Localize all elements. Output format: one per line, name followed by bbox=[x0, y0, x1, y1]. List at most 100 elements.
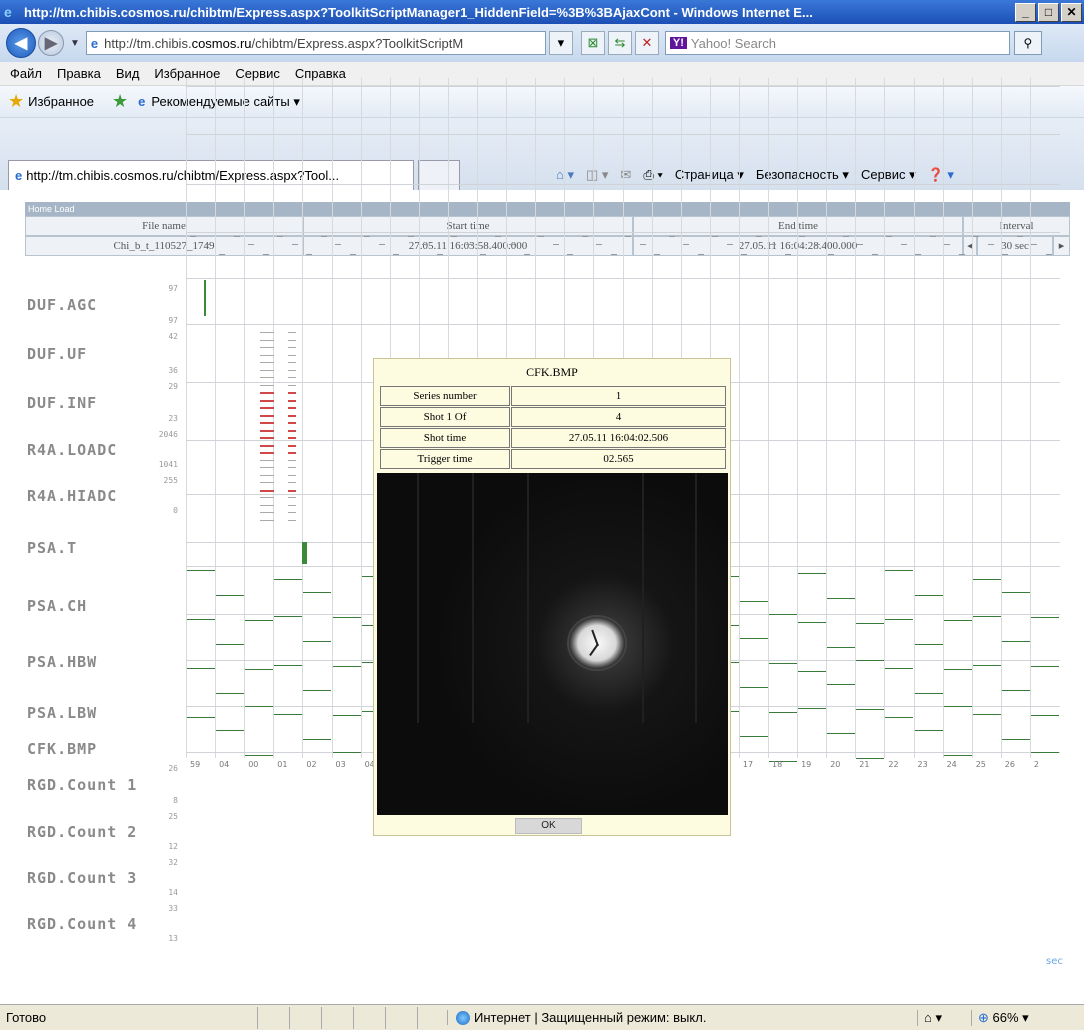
psa-red-mark bbox=[260, 437, 274, 439]
close-button[interactable]: ✕ bbox=[1061, 2, 1082, 22]
loadc-sample bbox=[886, 236, 892, 237]
window-title: http://tm.chibis.cosmos.ru/chibtm/Expres… bbox=[24, 4, 813, 20]
favorites-star-icon[interactable]: ★ bbox=[8, 91, 25, 111]
y-max-label: 25 bbox=[168, 812, 178, 821]
rgd-step bbox=[943, 669, 972, 670]
address-field[interactable]: e http://tm.chibis. cosmos.ru/chibtm/Expr… bbox=[85, 31, 546, 55]
menu-edit[interactable]: Правка bbox=[56, 66, 101, 81]
grid-line bbox=[971, 78, 973, 758]
status-cell bbox=[321, 1006, 351, 1029]
new-tab-button[interactable] bbox=[418, 160, 460, 190]
zoom-control[interactable]: ⊕ 66% ▾ bbox=[971, 1009, 1029, 1026]
psa-red-mark bbox=[260, 429, 274, 432]
menu-view[interactable]: Вид bbox=[115, 66, 140, 81]
recommended-sites-link[interactable]: Рекомендуемые сайты ▾ bbox=[151, 93, 300, 109]
loadc-sample bbox=[915, 254, 921, 255]
psa-tick bbox=[288, 369, 296, 371]
row-separator bbox=[186, 232, 1060, 233]
minimize-button[interactable]: _ bbox=[1015, 2, 1036, 22]
signal-name: RGD.Count 3 bbox=[27, 869, 138, 887]
print-icon[interactable]: ⎙ ▾ bbox=[643, 167, 663, 182]
rgd-step bbox=[798, 671, 827, 672]
rgd-step bbox=[827, 598, 856, 599]
compatibility-view-icon[interactable]: ⊠ bbox=[580, 31, 605, 55]
psa-tick bbox=[260, 332, 274, 333]
interval-next-button[interactable]: ▸ bbox=[1053, 236, 1070, 256]
grid-line bbox=[244, 78, 246, 758]
rgd-step bbox=[245, 620, 274, 621]
grid-line bbox=[738, 78, 740, 758]
psa-tick bbox=[260, 474, 274, 476]
breadcrumb[interactable]: Home Load bbox=[25, 202, 1070, 216]
forward-button[interactable]: ▶ bbox=[38, 30, 64, 56]
mail-icon[interactable]: ✉ bbox=[620, 167, 632, 182]
loadc-sample bbox=[1002, 254, 1008, 255]
rgd-step bbox=[885, 668, 914, 669]
rgd-step bbox=[332, 715, 361, 716]
stop-icon[interactable]: ✕ bbox=[634, 31, 659, 55]
signal-name: DUF.AGC bbox=[27, 296, 98, 314]
y-min-label: 12 bbox=[168, 842, 178, 851]
search-input[interactable]: Y! Yahoo! Search bbox=[664, 31, 1010, 55]
help-icon[interactable]: ❓ ▾ bbox=[927, 167, 954, 182]
psa-red-mark bbox=[288, 414, 296, 417]
interval-prev-button[interactable]: ◂ bbox=[963, 236, 977, 256]
loadc-sample bbox=[494, 236, 501, 237]
interval-value[interactable]: 30 sec bbox=[977, 236, 1053, 256]
x-tick-label: 03 bbox=[335, 760, 346, 769]
file-name-header: File name bbox=[25, 216, 303, 236]
loadc-sample bbox=[523, 254, 530, 255]
tools-menu[interactable]: Сервис ▾ bbox=[860, 167, 916, 182]
menu-tools[interactable]: Сервис bbox=[235, 66, 280, 81]
address-dropdown-button[interactable]: ▾ bbox=[548, 31, 573, 55]
rgd-step bbox=[739, 687, 768, 688]
tab-bar: e http://tm.chibis.cosmos.ru/chibtm/Expr… bbox=[0, 118, 1084, 190]
loadc-sample bbox=[610, 254, 617, 255]
page-menu[interactable]: Страница ▾ bbox=[674, 167, 744, 182]
loadc-sample bbox=[552, 244, 559, 245]
psa-tick bbox=[288, 377, 296, 378]
ok-button[interactable]: OK bbox=[515, 818, 582, 834]
loadc-sample bbox=[842, 236, 849, 237]
menu-file[interactable]: Файл bbox=[10, 66, 42, 81]
psa-tick bbox=[288, 497, 296, 498]
loadc-sample bbox=[349, 254, 356, 255]
tab-active[interactable]: e http://tm.chibis.cosmos.ru/chibtm/Expr… bbox=[8, 160, 414, 190]
feeds-icon[interactable]: ◫ ▾ bbox=[586, 167, 609, 182]
rgd-step bbox=[856, 709, 885, 710]
safety-menu[interactable]: Безопасность ▾ bbox=[755, 167, 849, 182]
psa-red-mark bbox=[288, 422, 296, 424]
start-time-header: Start time bbox=[303, 216, 633, 236]
psa-red-mark bbox=[260, 452, 274, 454]
x-tick-label: 22 bbox=[888, 760, 899, 769]
maximize-button[interactable]: □ bbox=[1038, 2, 1059, 22]
status-cell bbox=[417, 1006, 447, 1029]
psa-red-mark bbox=[260, 422, 274, 424]
rgd-step bbox=[332, 617, 361, 618]
rgd-step bbox=[798, 708, 827, 709]
search-icon[interactable]: ⚲ bbox=[1013, 31, 1042, 55]
psa-tick bbox=[260, 354, 274, 356]
protected-mode-icon[interactable]: ⌂ ▾ bbox=[917, 1009, 971, 1026]
psa-red-mark bbox=[260, 407, 274, 409]
favorites-button[interactable]: Избранное bbox=[28, 94, 95, 109]
psa-red-mark bbox=[260, 489, 274, 492]
add-favorite-icon[interactable]: ★ bbox=[112, 91, 129, 111]
url-rest: /chibtm/Express.aspx?ToolkitScriptM bbox=[251, 35, 464, 51]
loadc-sample bbox=[248, 244, 254, 245]
loadc-sample bbox=[596, 244, 602, 245]
menu-help[interactable]: Справка bbox=[294, 66, 346, 81]
y-min-label: 13 bbox=[168, 934, 178, 943]
clock-image bbox=[567, 615, 627, 671]
security-zone[interactable]: Интернет | Защищенный режим: выкл. bbox=[447, 1009, 917, 1026]
refresh-icon[interactable]: ⇆ bbox=[607, 31, 632, 55]
psa-tick bbox=[288, 332, 296, 333]
dialog-title: CFK.BMP bbox=[526, 365, 578, 379]
back-button[interactable]: ◀ bbox=[6, 28, 36, 58]
y-min-label: 14 bbox=[168, 888, 178, 897]
history-dropdown-icon[interactable]: ▼ bbox=[70, 37, 80, 49]
rgd-step bbox=[187, 570, 215, 571]
grid-line bbox=[1029, 78, 1031, 758]
loadc-sample bbox=[900, 244, 907, 245]
menu-favorites[interactable]: Избранное bbox=[154, 66, 221, 81]
